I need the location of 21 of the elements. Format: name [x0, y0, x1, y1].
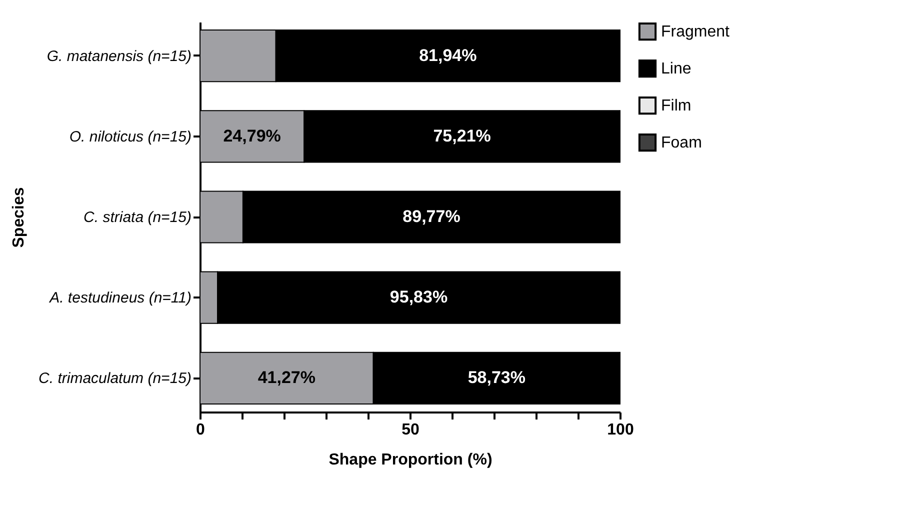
legend-label: Line [661, 60, 692, 78]
data-label: 81,94% [419, 46, 477, 65]
legend-label: Fragment [661, 24, 730, 40]
x-tick-label: 100 [607, 422, 634, 438]
data-label: 24,79% [223, 126, 281, 146]
x-tick-label: 0 [196, 422, 206, 438]
data-label: 95,83% [390, 288, 448, 307]
y-tick-label: G. matanensis (n=15) [46, 48, 192, 65]
y-tick-label: A. testudineus (n=11) [48, 290, 192, 307]
x-tick-label: 50 [402, 422, 420, 438]
data-label: 75,21% [433, 126, 491, 146]
y-tick-label: O. niloticus (n=15) [69, 128, 192, 146]
y-tick-label: C. striata (n=15) [84, 209, 192, 226]
x-axis-title: Shape Proportion (%) [328, 452, 492, 468]
legend-label: Film [661, 98, 692, 114]
data-label: 58,73% [468, 368, 526, 388]
legend-label: Foam [661, 134, 702, 152]
data-label: 41,27% [258, 368, 316, 388]
y-axis-title: Species [10, 187, 28, 248]
data-label: 89,77% [402, 207, 460, 226]
y-tick-label: C. trimaculatum (n=15) [38, 370, 192, 388]
